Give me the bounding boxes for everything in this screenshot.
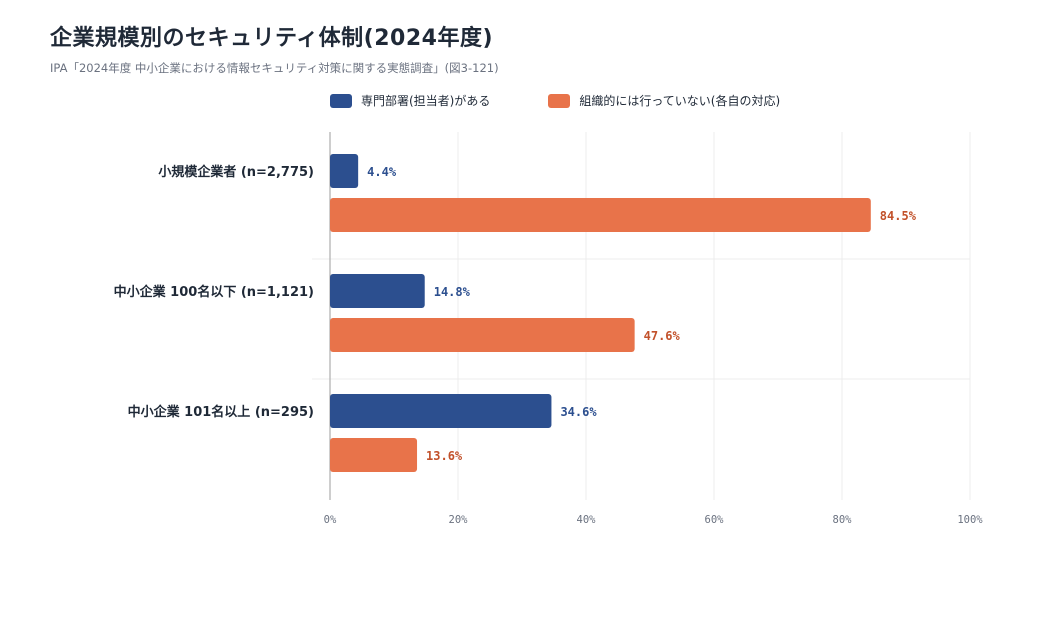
category-label: 中小企業 101名以上 (n=295) [128,404,314,420]
x-tick-label: 80% [833,514,853,526]
legend: 専門部署(担当者)がある 組織的には行っていない(各自の対応) [330,92,780,109]
chart-title: 企業規模別のセキュリティ体制(2024年度) [50,26,494,51]
bar-series1 [330,154,359,188]
value-label: 13.6% [426,449,463,463]
legend-label-series1: 専門部署(担当者)がある [361,94,491,108]
x-tick-label: 20% [449,514,469,526]
x-tick-label: 100% [957,514,983,526]
value-label: 84.5% [880,209,917,223]
legend-swatch-series1 [330,93,352,108]
value-label: 47.6% [644,329,681,343]
bar-series2 [330,318,635,352]
bar-series2 [330,438,418,472]
value-label: 14.8% [434,285,471,299]
x-tick-label: 0% [324,514,337,526]
chart-subtitle: IPA「2024年度 中小企業における情報セキュリティ対策に関する実態調査」(図… [50,61,499,75]
legend-swatch-series2 [548,93,571,108]
category-label: 小規模企業者 (n=2,775) [158,164,314,180]
legend-item-series1: 専門部署(担当者)がある [330,92,490,109]
bar-series1 [330,394,552,428]
category-label: 中小企業 100名以下 (n=1,121) [114,284,314,300]
value-label: 34.6% [560,405,597,419]
legend-label-series2: 組織的には行っていない(各自の対応) [579,94,781,108]
legend-item-series2: 組織的には行っていない(各自の対応) [548,92,780,109]
x-tick-label: 40% [577,514,597,526]
bar-series2 [330,198,871,232]
bar-series1 [330,274,425,308]
value-label: 4.4% [367,165,397,179]
x-tick-label: 60% [705,514,725,526]
